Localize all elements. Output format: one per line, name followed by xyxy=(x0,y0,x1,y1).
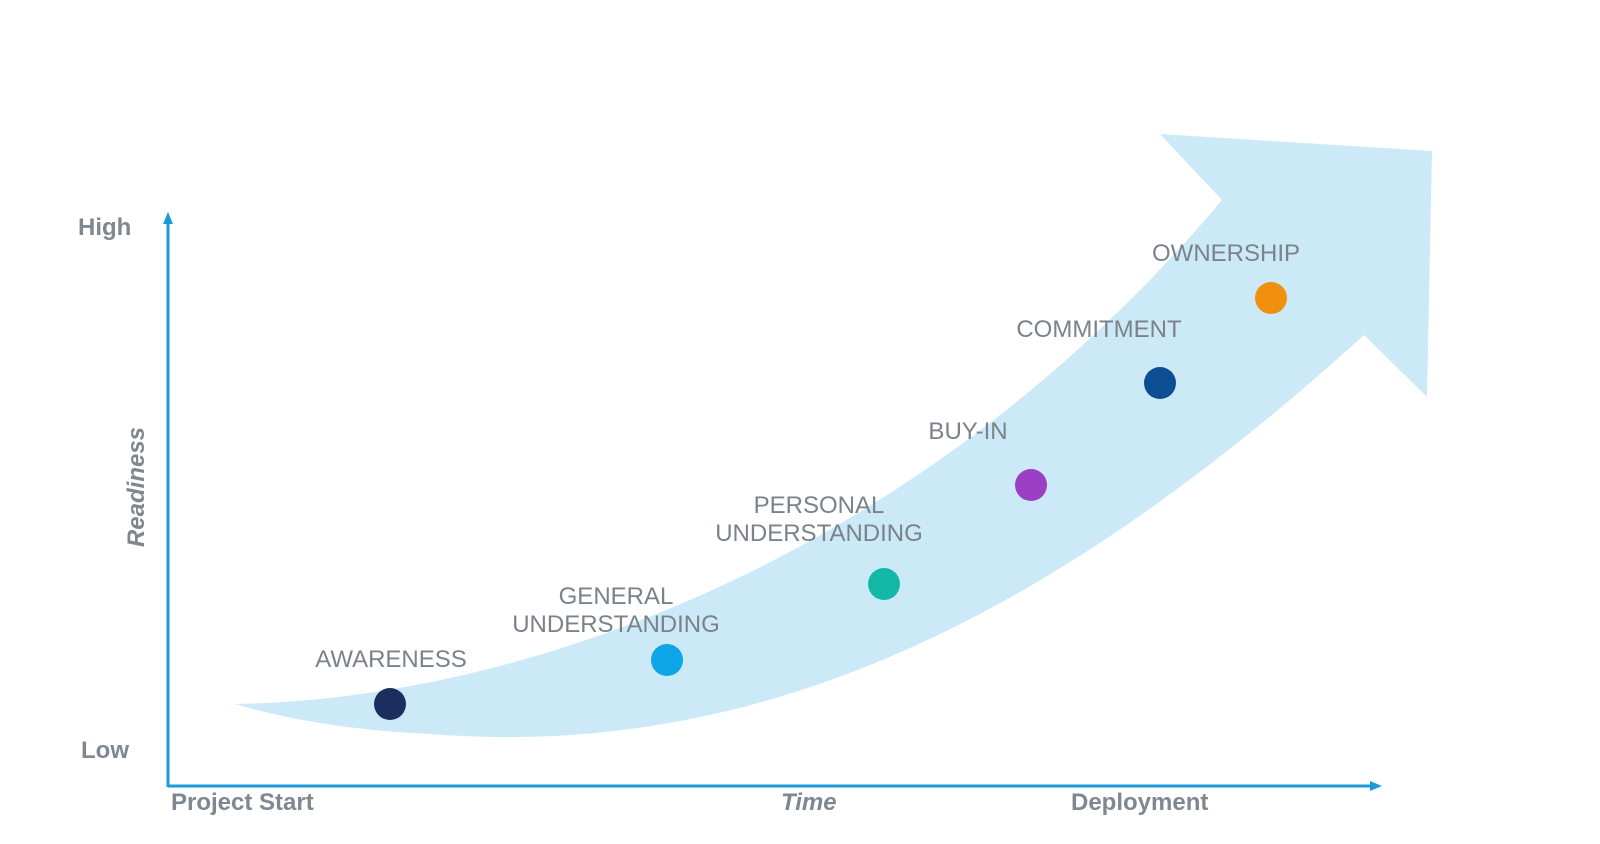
x-axis-title: Time xyxy=(781,789,837,816)
stage-label-personal-understanding: PERSONAL UNDERSTANDING xyxy=(715,492,923,548)
stage-dot-personal-understanding xyxy=(868,568,900,600)
stage-label-line: COMMITMENT xyxy=(1016,316,1182,343)
stage-label-general-understanding: GENERAL UNDERSTANDING xyxy=(512,583,720,639)
stage-label-line: PERSONAL xyxy=(753,492,885,519)
stage-label-line: UNDERSTANDING xyxy=(715,520,923,547)
y-axis-high-label: High xyxy=(78,214,132,241)
stage-label-ownership: OWNERSHIP xyxy=(1152,240,1300,268)
stage-label-buy-in: BUY-IN xyxy=(928,418,1007,446)
stage-label-awareness: AWARENESS xyxy=(315,646,467,674)
stage-dot-commitment xyxy=(1144,367,1176,399)
x-axis-arrowhead xyxy=(1370,781,1382,791)
y-axis-title: Readiness xyxy=(123,426,150,548)
stage-label-line: AWARENESS xyxy=(315,646,467,673)
y-axis-low-label: Low xyxy=(81,737,129,764)
y-axis-arrowhead xyxy=(163,212,173,224)
stage-label-commitment: COMMITMENT xyxy=(1016,316,1181,344)
stage-dot-ownership xyxy=(1255,282,1287,314)
stage-dot-general-understanding xyxy=(651,644,683,676)
stage-dot-buy-in xyxy=(1015,469,1047,501)
stage-label-line: BUY-IN xyxy=(928,418,1008,445)
stage-label-line: UNDERSTANDING xyxy=(512,611,720,638)
x-axis-start-label: Project Start xyxy=(171,789,314,816)
x-axis-end-label: Deployment xyxy=(1071,789,1209,816)
progress-arrow xyxy=(235,134,1432,738)
stage-label-line: GENERAL xyxy=(558,583,674,610)
stage-dot-awareness xyxy=(374,688,406,720)
stage-label-line: OWNERSHIP xyxy=(1151,240,1301,267)
